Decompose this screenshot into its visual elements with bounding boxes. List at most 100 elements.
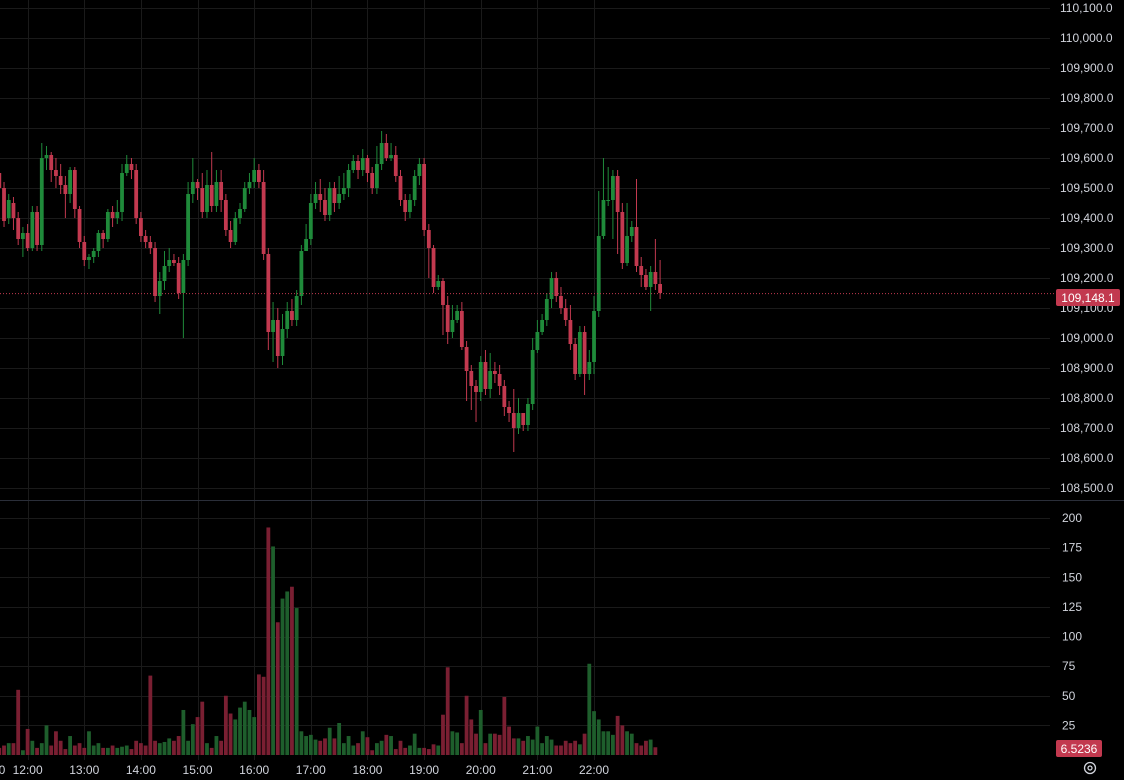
volume-bar — [611, 734, 615, 755]
candle — [379, 131, 384, 170]
candle — [101, 230, 106, 248]
candle — [408, 194, 412, 218]
candle — [530, 338, 535, 410]
candle — [474, 380, 478, 422]
volume-bar — [35, 747, 39, 755]
candle — [516, 398, 521, 434]
candle — [422, 158, 426, 236]
volume-bar — [233, 719, 238, 755]
candle-body — [91, 251, 96, 257]
candle — [261, 170, 266, 260]
volume-bar — [115, 747, 120, 755]
volume-bar — [648, 739, 653, 755]
candle — [436, 275, 441, 290]
volume-bar — [96, 743, 101, 755]
candle — [658, 260, 662, 299]
candle — [39, 143, 44, 251]
last-volume-label: 6.5236 — [1061, 742, 1098, 756]
price-axis[interactable]: 110,100.0 110,000.0 109,900.0 109,800.0 109,… — [1060, 1, 1114, 495]
candle-body — [441, 281, 445, 305]
volume-bar — [526, 736, 530, 755]
volume-bar — [238, 707, 242, 755]
candle — [285, 302, 290, 338]
candle-body — [375, 164, 379, 188]
candle — [611, 170, 615, 239]
volume-bar — [176, 736, 181, 755]
price-tick-label: 109,400.0 — [1060, 211, 1114, 225]
volume-bar — [592, 711, 596, 755]
volume-axis[interactable]: 200 175 150 125 100 75 50 25 — [1062, 511, 1082, 732]
candle-body — [139, 218, 143, 236]
volume-bar — [426, 749, 431, 755]
candle — [143, 230, 148, 248]
volume-bar — [172, 740, 176, 755]
candle-body — [559, 296, 563, 308]
time-tick-label: 22:00 — [579, 763, 609, 777]
volume-bar — [544, 736, 549, 755]
volume-bar — [634, 743, 639, 755]
volume-bar — [379, 740, 384, 755]
chart-settings-button[interactable] — [1080, 758, 1100, 778]
candle-body — [209, 185, 214, 206]
candle — [644, 269, 648, 290]
candle — [488, 353, 493, 398]
candle — [450, 305, 455, 338]
candle — [16, 212, 21, 245]
candle-body — [285, 311, 290, 329]
candle — [417, 158, 422, 185]
volume-bars — [0, 527, 658, 755]
candle-body — [186, 194, 190, 260]
volume-bar — [134, 740, 139, 755]
candle — [190, 158, 195, 203]
candle — [389, 143, 393, 161]
price-tick-label: 109,300.0 — [1060, 241, 1114, 255]
candle — [87, 254, 91, 269]
candle-body — [658, 284, 662, 293]
volume-bar — [351, 745, 356, 755]
time-axis[interactable]: 0 12:00 13:00 14:00 15:00 16:00 17:00 18:00 19:0… — [0, 763, 609, 777]
candle-body — [644, 275, 648, 287]
candle-body — [648, 272, 653, 287]
last-price-badge-bg — [1056, 289, 1120, 306]
candle — [200, 173, 205, 218]
volume-bar — [186, 740, 190, 755]
volume-bar — [568, 743, 573, 755]
candle — [327, 182, 332, 221]
candle — [72, 167, 77, 218]
candle — [596, 191, 601, 317]
volume-bar — [507, 726, 511, 755]
grid-lines — [0, 0, 1050, 760]
candle — [568, 305, 573, 350]
candle — [6, 194, 11, 224]
volume-bar — [398, 740, 403, 755]
candle-body — [356, 161, 360, 170]
candle-body — [587, 362, 592, 374]
candle — [148, 236, 153, 254]
candle-body — [426, 230, 431, 248]
candle-body — [521, 413, 526, 425]
candle — [290, 299, 294, 326]
price-tick-label: 109,800.0 — [1060, 91, 1114, 105]
volume-bar — [540, 743, 544, 755]
price-tick-label: 108,800.0 — [1060, 391, 1114, 405]
volume-bar — [417, 747, 422, 755]
time-tick-label: 18:00 — [352, 763, 382, 777]
candle-body — [502, 386, 507, 407]
volume-bar — [153, 740, 157, 755]
last-price-label: 109,148.1 — [1061, 291, 1115, 305]
candle — [360, 149, 365, 176]
volume-bar — [58, 740, 63, 755]
candle-body — [408, 200, 412, 212]
candle-body — [68, 170, 72, 194]
volume-bar — [275, 622, 280, 755]
candle — [110, 206, 115, 227]
volume-bar — [209, 747, 214, 755]
candle — [346, 164, 351, 197]
candle — [445, 296, 450, 344]
candle-body — [450, 320, 455, 332]
candle — [214, 170, 219, 212]
candle-body — [129, 164, 134, 170]
candle — [238, 203, 242, 224]
candle-body — [172, 260, 176, 263]
